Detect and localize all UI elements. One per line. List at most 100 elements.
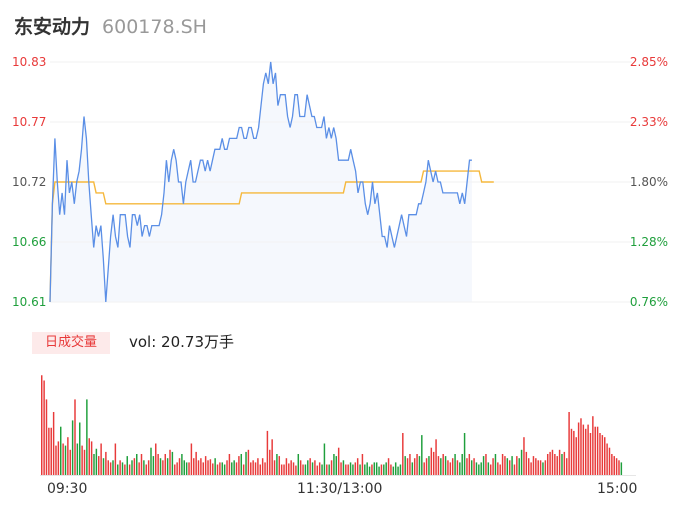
volume-bar — [516, 456, 518, 475]
volume-bar — [568, 412, 570, 475]
volume-bar — [290, 460, 292, 475]
volume-bar — [551, 449, 554, 475]
volume-bar — [321, 464, 323, 475]
volume-bar — [563, 451, 566, 475]
daily-volume-tab[interactable]: 日成交量 — [32, 332, 110, 354]
volume-bar — [380, 464, 383, 475]
volume-bar — [404, 456, 406, 475]
volume-bar — [461, 454, 463, 475]
volume-bar — [318, 462, 321, 475]
volume-bar — [69, 449, 71, 475]
volume-bar — [93, 454, 95, 475]
price-tick-label: 10.61 — [12, 295, 47, 309]
volume-bar — [169, 449, 171, 475]
volume-bar — [397, 466, 399, 475]
volume-bar — [254, 462, 257, 475]
volume-bar — [447, 460, 449, 475]
price-tick-label: 10.66 — [12, 235, 47, 249]
volume-bar — [409, 454, 411, 475]
volume-bar — [399, 464, 402, 475]
volume-bar — [133, 458, 136, 475]
time-label-close: 15:00 — [597, 481, 638, 497]
stock-name: 东安动力 — [14, 16, 91, 38]
volume-bar — [216, 464, 219, 475]
volume-bar — [456, 460, 459, 475]
volume-bar — [537, 460, 539, 475]
volume-bar — [454, 454, 456, 475]
volume-bar — [83, 449, 86, 475]
volume-bar — [604, 437, 606, 475]
volume-bar — [121, 462, 124, 475]
volume-bar — [100, 443, 102, 475]
volume-bar — [378, 466, 380, 475]
volume-bar — [57, 441, 60, 475]
volume-bar — [589, 433, 592, 475]
volume-bar — [416, 454, 418, 475]
volume-bar — [478, 464, 480, 475]
pct-tick-label: 2.33% — [629, 115, 668, 129]
volume-bar — [209, 459, 212, 475]
volume-bar — [207, 460, 209, 475]
volume-bar — [394, 462, 397, 475]
volume-bar — [276, 454, 278, 475]
volume-bar — [45, 399, 48, 475]
volume-bars — [40, 375, 636, 476]
volume-bar — [558, 449, 561, 475]
volume-bar — [212, 463, 214, 475]
volume-bar — [219, 462, 221, 475]
volume-bar — [601, 435, 604, 475]
volume-bar — [124, 464, 126, 475]
volume-bar — [240, 454, 243, 475]
volume-bar — [423, 462, 425, 475]
volume-bar — [532, 456, 535, 475]
volume-bar — [76, 443, 79, 475]
volume-bar — [418, 456, 421, 475]
volume-bar — [470, 460, 473, 475]
volume-bar — [250, 462, 252, 475]
volume-bar — [421, 435, 423, 475]
volume-bar — [323, 443, 326, 475]
volume-bar — [587, 424, 589, 475]
volume-bar — [606, 443, 608, 475]
pct-tick-label: 1.80% — [629, 175, 668, 189]
volume-bar — [109, 462, 112, 475]
volume-bar — [620, 462, 623, 475]
volume-bar — [71, 420, 74, 475]
volume-bar — [546, 454, 549, 475]
volume-bar — [223, 464, 226, 475]
volume-bar — [176, 462, 178, 475]
volume-bar — [485, 454, 487, 475]
volume-bar — [356, 458, 359, 475]
volume-bar — [214, 458, 216, 475]
volume-bar — [164, 454, 166, 475]
volume-bar — [136, 454, 138, 475]
volume-bar — [530, 462, 532, 475]
price-tick-label: 10.77 — [12, 115, 47, 129]
volume-bar — [181, 454, 183, 475]
volume-bar — [580, 418, 582, 475]
volume-bar — [264, 462, 266, 475]
volume-bar — [183, 460, 185, 475]
volume-bar — [88, 438, 90, 475]
volume-bar — [252, 460, 254, 475]
volume-bar — [508, 460, 511, 475]
volume-bar — [375, 462, 378, 475]
price-tick-label: 10.72 — [12, 175, 47, 189]
volume-bar — [335, 456, 338, 475]
time-label-open: 09:30 — [47, 481, 88, 497]
volume-bar — [535, 458, 537, 475]
volume-bar — [542, 462, 544, 475]
volume-bar — [575, 437, 577, 475]
volume-bar — [52, 412, 55, 475]
volume-bar — [107, 460, 109, 475]
volume-bar — [269, 449, 271, 475]
volume-bar — [492, 458, 494, 475]
volume-bar — [345, 464, 347, 475]
volume-bar — [437, 456, 440, 475]
volume-bar — [48, 427, 50, 475]
volume-bar — [273, 460, 276, 475]
volume-bar — [411, 462, 414, 475]
volume-bar — [304, 464, 307, 475]
volume-bar — [402, 433, 404, 475]
